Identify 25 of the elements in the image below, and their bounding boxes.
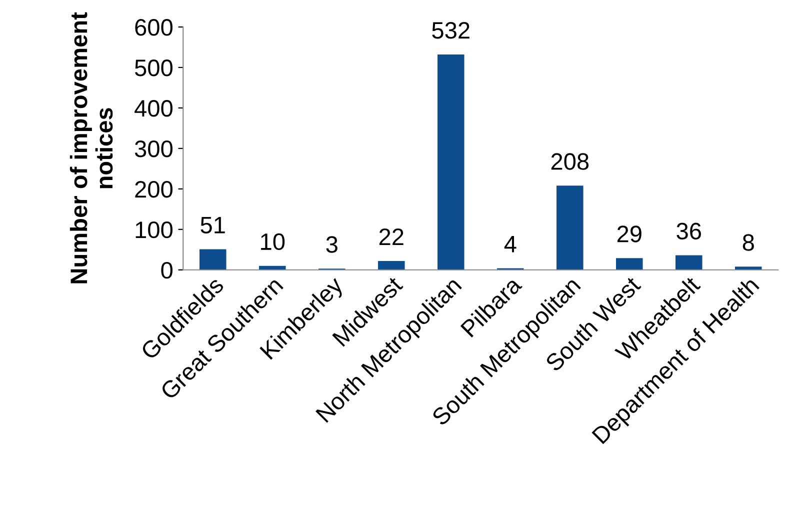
data-label: 29 — [617, 226, 642, 242]
bar — [556, 186, 584, 270]
bar — [378, 260, 405, 270]
data-label: 36 — [676, 222, 701, 240]
bar — [616, 258, 643, 270]
y-tick-label: 500 — [134, 60, 172, 76]
data-label: 10 — [261, 233, 285, 250]
bar — [676, 255, 702, 270]
data-label: 8 — [742, 234, 754, 251]
y-tick-label: 400 — [134, 100, 172, 117]
y-tick-label: 300 — [134, 140, 172, 158]
data-label: 22 — [379, 228, 404, 245]
y-tick-label: 200 — [135, 180, 172, 198]
data-label: 532 — [432, 22, 470, 39]
y-tick-label: 600 — [135, 19, 172, 36]
bar — [735, 266, 762, 270]
data-label: 3 — [326, 236, 338, 253]
bar — [438, 54, 464, 270]
data-label: 4 — [504, 236, 516, 252]
data-label: 208 — [551, 153, 589, 170]
y-tick-label: 0 — [161, 262, 172, 279]
bar — [200, 249, 226, 270]
data-label: 51 — [200, 216, 225, 234]
y-tick-label: 100 — [136, 221, 172, 238]
y-axis-title: Number of improvement notices — [70, 12, 113, 284]
